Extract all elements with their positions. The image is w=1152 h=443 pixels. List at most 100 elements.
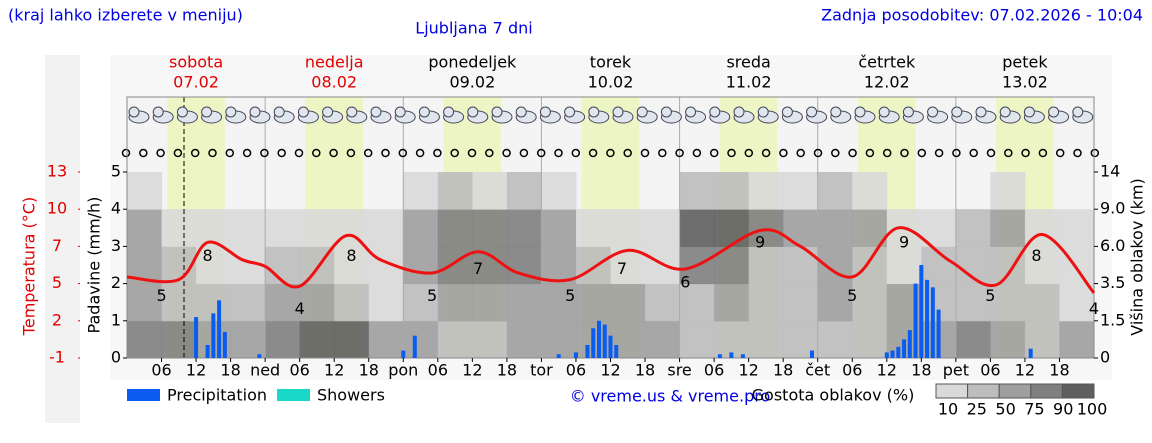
weather-icon (273, 106, 295, 124)
y2-tick-label: 1.5 (1100, 310, 1125, 329)
weather-icon (927, 106, 949, 124)
wind-calm (519, 148, 529, 158)
cloud-cell (472, 209, 508, 247)
temperature-label: 8 (202, 246, 212, 265)
weather-icon (515, 106, 537, 124)
cloud-cell (334, 246, 370, 285)
weather-icon (176, 106, 198, 124)
weather-icon (443, 106, 465, 124)
weather-icon (975, 106, 997, 124)
temperature-tick-label: 5 (52, 273, 62, 292)
icon-cloud (467, 106, 479, 118)
icon-cloud (128, 106, 140, 118)
weather-icon (588, 106, 610, 124)
x-tick-label: 12 (186, 361, 206, 380)
note: (kraj lahko izberete v meniju) (8, 6, 243, 25)
icon-cloud (588, 106, 600, 118)
legend-label: Showers (317, 386, 385, 405)
update-time: Zadnja posodobitev: 07.02.2026 - 10:04 (821, 6, 1143, 25)
x-tick-label: 12 (738, 361, 758, 380)
cloud-legend-box (935, 383, 969, 399)
weather-icon (854, 106, 876, 124)
icon-cloud (975, 106, 987, 118)
precipitation-bar (919, 265, 924, 358)
cloud-cell (783, 283, 819, 322)
wind-calm (433, 148, 442, 158)
icon-cloud (491, 106, 503, 118)
weather-icon (806, 106, 828, 124)
x-tick-label: 12 (877, 361, 897, 380)
wind-calm (1038, 148, 1048, 158)
day-name: četrtek (858, 53, 916, 72)
y-tick-label: 5 (111, 162, 121, 181)
left-panel (45, 55, 80, 423)
temperature-tick-label: -1 (49, 348, 65, 367)
cloud-cell (196, 246, 232, 285)
x-tick-label: pon (388, 361, 418, 380)
y2-tick-label: 0 (1100, 348, 1110, 367)
x-tick-label: tor (530, 361, 553, 380)
cloud-cell (161, 283, 197, 322)
cloud-cell (265, 283, 301, 322)
x-tick-label: 18 (220, 361, 240, 380)
cloud-cell (506, 320, 542, 359)
temperature-label: 6 (680, 273, 690, 292)
cloud-cell (506, 209, 542, 247)
x-tick-label: sre (667, 361, 691, 380)
cloud-legend-title: Gostota oblakov (%) (752, 386, 915, 405)
icon-cloud (273, 106, 285, 118)
cloud-cell (679, 209, 715, 247)
cloud-cell (437, 209, 473, 247)
precipitation-bar (573, 352, 578, 358)
weather-icon (1023, 106, 1045, 124)
cloud-legend-label: 100 (1077, 400, 1108, 419)
cloud-cell (1059, 283, 1095, 322)
wind-calm (848, 148, 857, 158)
icon-cloud (660, 106, 672, 118)
y-tick-label: 2 (111, 273, 121, 292)
wind-calm (986, 148, 996, 158)
precipitation-bar (205, 344, 210, 358)
y-tick-label: 3 (111, 236, 121, 255)
cloud-cell (852, 246, 888, 285)
x-tick-label: 12 (1015, 361, 1035, 380)
icon-cloud (878, 106, 890, 118)
cloud-cell (645, 283, 681, 322)
cloud-cell (403, 209, 439, 247)
temperature-label: 5 (985, 286, 995, 305)
day-name: ponedeljek (428, 53, 517, 72)
wind-calm (571, 148, 581, 158)
cloud-cell (575, 283, 611, 322)
cloud-cell (437, 246, 473, 285)
wind-calm (934, 148, 944, 158)
cloud-cell (472, 172, 508, 210)
wind-calm (882, 148, 892, 158)
weather-icon (612, 106, 634, 124)
weather-icon (346, 106, 368, 124)
icon-cloud (418, 106, 430, 118)
wind-calm (796, 148, 805, 158)
temperature-label: 9 (899, 233, 909, 252)
weather-icon (781, 106, 803, 124)
wind-calm (346, 148, 356, 158)
x-tick-label: pet (943, 361, 969, 380)
weather-icon (370, 106, 392, 124)
cloud-cell (127, 172, 163, 210)
cloud-cell (1059, 320, 1095, 359)
temperature-label: 7 (473, 259, 483, 278)
cloud-legend-box (1030, 383, 1063, 399)
precipitation-bar (884, 352, 889, 358)
cloud-cell (196, 209, 232, 247)
cloud-legend-label: 90 (1053, 400, 1073, 419)
temperature-label: 7 (617, 259, 627, 278)
cloud-cell (541, 246, 577, 285)
icon-cloud (443, 106, 455, 118)
weather-icon (757, 106, 779, 124)
weather-icon (225, 106, 247, 124)
cloud-cell (437, 283, 473, 322)
cloud-cell (230, 283, 266, 322)
wind-calm (381, 148, 390, 158)
wind-calm (831, 148, 840, 158)
precipitation-bar (890, 350, 895, 358)
cloud-legend-label: 50 (995, 400, 1015, 419)
